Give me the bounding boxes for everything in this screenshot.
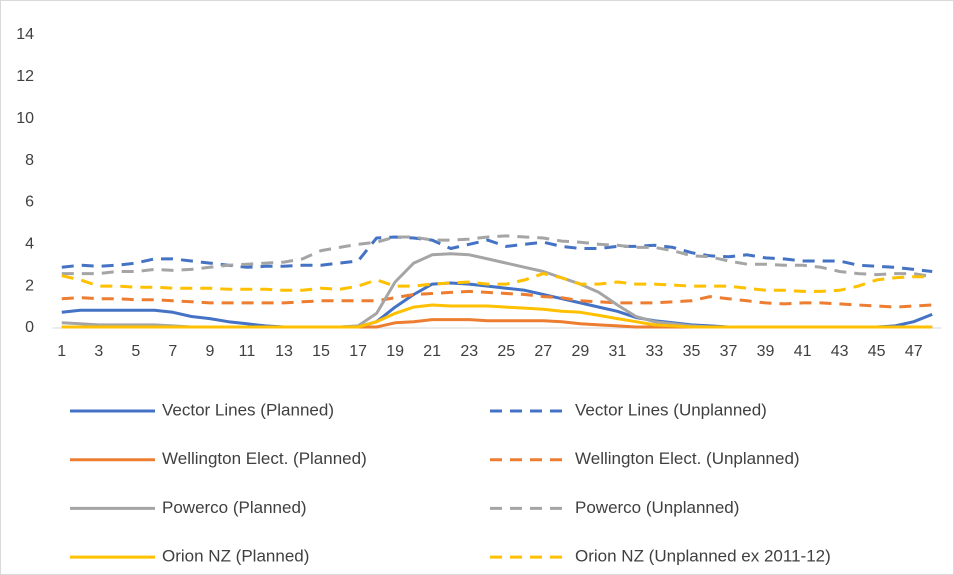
y-tick-label: 10: [16, 110, 34, 127]
series-line: [61, 272, 933, 293]
x-tick-label: 11: [239, 343, 256, 360]
series-line: [61, 289, 933, 309]
x-tick-label: 27: [534, 343, 552, 360]
x-tick-label: 35: [683, 343, 701, 360]
x-tick-label: 25: [497, 343, 515, 360]
x-tick-label: 29: [571, 343, 589, 360]
legend-label: Wellington Elect. (Unplanned): [575, 449, 800, 468]
x-tick-label: 31: [608, 343, 626, 360]
x-tick-label: 1: [57, 343, 66, 360]
y-tick-label: 2: [25, 277, 34, 294]
x-tick-label: 45: [868, 343, 886, 360]
x-tick-label: 37: [720, 343, 738, 360]
y-tick-label: 12: [16, 68, 34, 85]
legend-label: Wellington Elect. (Planned): [162, 449, 367, 468]
series-line: [61, 235, 933, 273]
y-tick-label: 6: [25, 194, 34, 211]
x-tick-label: 19: [386, 343, 404, 360]
x-tick-label: 17: [349, 343, 367, 360]
x-tick-label: 23: [460, 343, 478, 360]
legend-label: Powerco (Planned): [162, 498, 307, 517]
x-tick-label: 7: [168, 343, 177, 360]
series-line: [61, 303, 933, 329]
x-tick-label: 21: [423, 343, 441, 360]
x-tick-label: 15: [312, 343, 330, 360]
series-line: [61, 234, 933, 279]
y-tick-label: 14: [16, 26, 34, 43]
legend-label: Orion NZ (Unplanned ex 2011-12): [575, 547, 831, 566]
x-tick-label: 13: [275, 343, 293, 360]
x-tick-label: 9: [205, 343, 214, 360]
x-tick-label: 39: [757, 343, 775, 360]
y-tick-label: 4: [25, 236, 34, 253]
x-tick-label: 3: [94, 343, 103, 360]
x-tick-label: 43: [831, 343, 849, 360]
legend-label: Vector Lines (Planned): [162, 400, 334, 419]
x-tick-label: 33: [646, 343, 664, 360]
y-tick-label: 8: [25, 152, 34, 169]
x-tick-label: 5: [131, 343, 140, 360]
x-tick-label: 47: [905, 343, 923, 360]
legend-label: Orion NZ (Planned): [162, 547, 309, 566]
x-tick-label: 41: [794, 343, 812, 360]
legend-label: Vector Lines (Unplanned): [575, 400, 767, 419]
y-tick-label: 0: [25, 319, 34, 336]
legend-label: Powerco (Unplanned): [575, 498, 739, 517]
